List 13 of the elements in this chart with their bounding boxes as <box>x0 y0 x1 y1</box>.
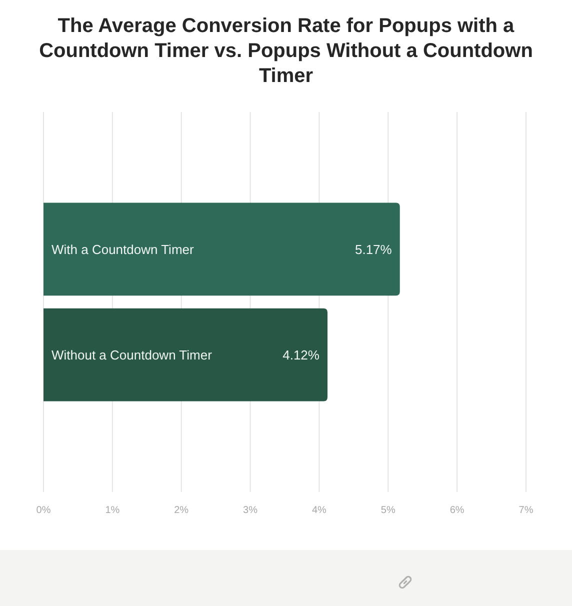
chart-title: The Average Conversion Rate for Popups with a Countdown Timer vs. Popups Without a Countdown Timer <box>39 15 533 87</box>
y-tick-label: Without a Countdown Timer <box>52 347 213 362</box>
x-tick-label: 6% <box>450 505 464 516</box>
x-tick-label: 4% <box>312 505 327 516</box>
y-tick-label: With a Countdown Timer <box>52 242 195 257</box>
x-tick-label: 5% <box>380 505 396 516</box>
data-label: 5.17% <box>354 242 392 257</box>
x-tick-label: 2% <box>174 505 189 516</box>
x-tick-label: 3% <box>243 505 258 516</box>
x-tick-label: 0% <box>36 505 51 516</box>
x-tick-label: 7% <box>518 505 534 516</box>
x-tick-label: 1% <box>105 505 120 516</box>
data-label: 4.12% <box>282 347 320 362</box>
